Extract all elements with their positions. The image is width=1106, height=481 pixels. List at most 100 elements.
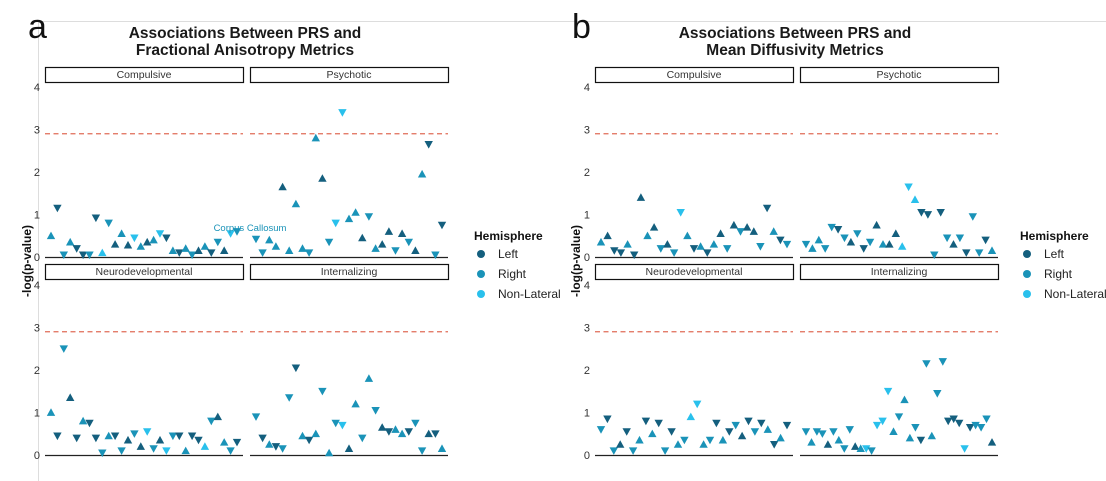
data-point-left xyxy=(123,240,133,249)
data-point-left xyxy=(187,432,197,441)
y-tick-label: 3 xyxy=(34,125,40,137)
y-tick-label: 2 xyxy=(584,167,590,179)
data-point-left xyxy=(616,249,626,257)
facet-strip xyxy=(799,263,1000,281)
data-point-right xyxy=(417,169,427,178)
data-point-right xyxy=(351,399,360,408)
data-point-non-lateral xyxy=(331,219,340,228)
data-point-right xyxy=(104,219,113,228)
data-point-left xyxy=(749,227,758,235)
panel-a: a Associations Between PRS andFractional … xyxy=(20,8,561,462)
data-point-right xyxy=(987,246,997,254)
data-point-left xyxy=(66,393,75,401)
data-point-left xyxy=(175,249,184,257)
data-point-left xyxy=(603,231,612,240)
data-point-right xyxy=(149,235,158,244)
y-tick-label: 4 xyxy=(34,82,40,94)
data-point-left xyxy=(859,245,868,253)
data-point-right xyxy=(285,246,294,254)
data-point-right xyxy=(922,360,931,368)
data-point-right xyxy=(364,374,374,382)
data-point-right xyxy=(669,249,679,257)
data-point-right xyxy=(900,395,909,404)
data-point-right xyxy=(59,251,68,260)
data-point-right xyxy=(750,428,760,436)
legend: Hemisphere Left Right Non-Lateral xyxy=(474,229,561,301)
data-point-left xyxy=(213,412,222,421)
data-point-left xyxy=(981,236,990,245)
chart-title-line: Associations Between PRS and xyxy=(679,25,912,42)
data-point-right xyxy=(699,440,708,448)
data-point-left xyxy=(737,431,747,440)
data-point-left xyxy=(846,237,856,246)
data-point-left xyxy=(712,419,721,428)
y-tick-label: 4 xyxy=(584,280,590,292)
data-point-right xyxy=(801,428,811,436)
legend: Hemisphere Left Right Non-Lateral xyxy=(1020,229,1106,301)
data-point-right xyxy=(130,430,139,438)
data-point-left xyxy=(411,246,420,254)
facet-strip-label: Psychotic xyxy=(327,69,372,81)
legend-swatch-non-lateral xyxy=(1023,290,1031,298)
data-point-left xyxy=(378,423,387,431)
data-point-left xyxy=(944,417,953,426)
data-point-non-lateral xyxy=(904,183,913,192)
legend-swatch-non-lateral xyxy=(477,290,485,298)
data-point-right xyxy=(942,234,952,243)
data-point-right xyxy=(200,242,210,250)
data-point-right xyxy=(827,223,836,232)
y-axis-label: -log(p-value) xyxy=(20,225,34,297)
data-point-left xyxy=(397,229,407,237)
data-point-right xyxy=(304,249,314,257)
data-point-left xyxy=(194,436,203,445)
data-point-left xyxy=(358,233,367,242)
data-point-right xyxy=(808,244,817,252)
data-point-right xyxy=(801,240,811,249)
data-point-right xyxy=(311,429,320,438)
data-point-right xyxy=(807,438,816,446)
data-point-right xyxy=(656,245,665,253)
data-point-right xyxy=(117,447,126,455)
data-point-non-lateral xyxy=(338,109,347,117)
facet-strip-label: Neurodevelopmental xyxy=(646,266,743,278)
data-point-right xyxy=(226,447,235,455)
data-point-left xyxy=(278,182,287,191)
data-point-left xyxy=(603,415,612,424)
data-point-right xyxy=(318,387,327,396)
data-point-right xyxy=(769,227,778,235)
y-tick-label: 3 xyxy=(34,323,40,335)
facet-strip-label: Compulsive xyxy=(117,69,172,81)
data-point-right xyxy=(391,247,400,255)
data-point-left xyxy=(318,174,327,182)
data-point-right xyxy=(927,431,936,440)
data-point-right xyxy=(696,242,705,250)
data-point-right xyxy=(867,447,876,455)
data-point-right xyxy=(834,435,843,444)
chart-title-line: Fractional Anisotropy Metrics xyxy=(136,42,354,59)
data-point-non-lateral xyxy=(686,412,695,421)
data-point-non-lateral xyxy=(200,442,210,450)
data-point-right xyxy=(596,237,606,246)
data-point-left xyxy=(923,211,933,219)
legend-swatch-left xyxy=(477,250,485,258)
data-point-right xyxy=(298,431,307,440)
data-point-right xyxy=(104,431,113,440)
data-point-right xyxy=(911,424,920,432)
data-point-right xyxy=(648,429,657,438)
data-point-right xyxy=(976,424,986,432)
facet-psychotic: Psychotic Corpus Callosum xyxy=(214,66,450,260)
data-point-left xyxy=(916,436,926,445)
legend-label: Non-Lateral xyxy=(1044,287,1106,301)
data-point-right xyxy=(431,251,440,260)
data-point-non-lateral xyxy=(862,445,871,453)
data-point-left xyxy=(949,415,958,424)
facet-compulsive: Compulsive 0 1 2 3 4 xyxy=(34,66,245,264)
data-point-right xyxy=(829,428,838,436)
data-point-right xyxy=(673,440,683,448)
facet-strip-label: Psychotic xyxy=(877,69,922,81)
data-point-left xyxy=(220,246,229,254)
data-point-right xyxy=(417,447,427,455)
data-point-left xyxy=(622,428,631,436)
data-point-left xyxy=(610,247,619,255)
data-point-right xyxy=(59,345,68,353)
